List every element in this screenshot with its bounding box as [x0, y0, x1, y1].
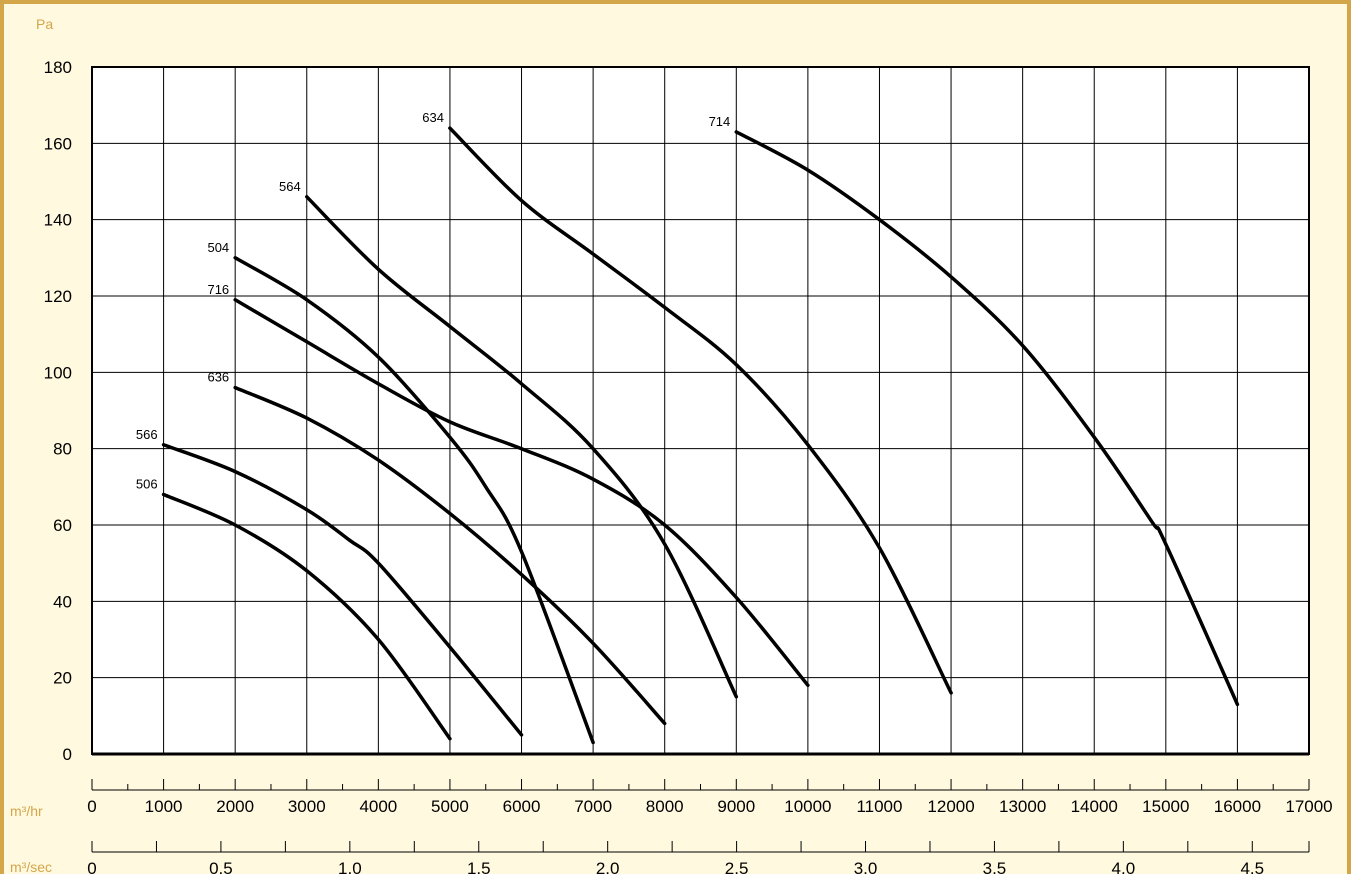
x-tick-label-m3sec: 2.0 [596, 859, 620, 874]
y-axis-label: Pa [36, 16, 53, 32]
x-tick-label-m3hr: 4000 [359, 797, 397, 816]
series-label-506: 506 [136, 476, 158, 491]
series-line-504 [233, 256, 595, 745]
series-label-716: 716 [207, 282, 229, 297]
x-tick-label-m3sec: 1.5 [467, 859, 491, 874]
x-tick-label-m3hr: 5000 [431, 797, 469, 816]
x-tick-label-m3hr: 16000 [1214, 797, 1261, 816]
x-tick-label-m3hr: 8000 [646, 797, 684, 816]
x-tick-label-m3hr: 9000 [717, 797, 755, 816]
x-tick-label-m3sec: 0 [87, 859, 96, 874]
series-label-504: 504 [207, 240, 229, 255]
x-tick-label-m3hr: 15000 [1142, 797, 1189, 816]
x-tick-label-m3hr: 10000 [784, 797, 831, 816]
y-tick-label: 100 [44, 363, 72, 382]
plot-area [91, 66, 1310, 755]
series-line-564 [305, 195, 739, 699]
x-axis-m3sec: 0 0.5 1.0 1.5 2.0 2.5 3.0 3.5 4.0 4.5 [87, 841, 1310, 874]
series-labels: 506 566 636 716 504 564 634 714 [136, 110, 730, 491]
y-tick-label: 160 [44, 134, 72, 153]
x-tick-label-m3hr: 7000 [574, 797, 612, 816]
series-label-636: 636 [207, 370, 229, 385]
series-label-564: 564 [279, 179, 301, 194]
x-tick-label-m3sec: 3.0 [854, 859, 878, 874]
y-tick-label: 60 [53, 516, 72, 535]
series-line-566 [161, 443, 524, 737]
x-tick-label-m3sec: 3.5 [983, 859, 1007, 874]
x-axis-unit-m3sec: m³/sec [10, 859, 52, 874]
series-label-634: 634 [422, 110, 444, 125]
y-tick-label: 180 [44, 58, 72, 77]
series-label-714: 714 [709, 114, 731, 129]
y-tick-label: 40 [53, 592, 72, 611]
series-line-714 [734, 130, 1240, 707]
grid [91, 66, 1310, 756]
x-tick-label-m3sec: 4.5 [1240, 859, 1264, 874]
x-tick-label-m3hr: 1000 [145, 797, 183, 816]
x-tick-label-m3hr: 17000 [1285, 797, 1332, 816]
y-tick-label: 80 [53, 440, 72, 459]
y-tick-label: 140 [44, 211, 72, 230]
x-axis-m3hr: 0 1000 2000 3000 4000 5000 6000 7000 8000 9000 100… [87, 779, 1333, 816]
x-tick-label-m3hr: 3000 [288, 797, 326, 816]
x-tick-label-m3sec: 0.5 [209, 859, 233, 874]
x-tick-label-m3hr: 11000 [856, 797, 902, 816]
y-tick-label: 0 [63, 745, 72, 764]
series-label-566: 566 [136, 427, 158, 442]
series-lines [161, 126, 1240, 745]
x-tick-label-m3hr: 12000 [927, 797, 974, 816]
x-axis-unit-m3hr: m³/hr [10, 803, 43, 819]
x-tick-label-m3hr: 13000 [999, 797, 1046, 816]
series-line-636 [233, 385, 667, 726]
series-line-506 [161, 492, 452, 741]
series-line-634 [448, 126, 953, 695]
y-tick-label: 120 [44, 287, 72, 306]
x-tick-label-m3hr: 2000 [216, 797, 254, 816]
y-tick-labels: 0 20 40 60 80 100 120 140 160 180 [44, 58, 72, 764]
x-tick-label-m3sec: 4.0 [1112, 859, 1136, 874]
x-tick-label-m3hr: 0 [87, 797, 96, 816]
x-tick-label-m3sec: 1.0 [338, 859, 362, 874]
series-line-716 [233, 298, 810, 688]
x-tick-label-m3hr: 14000 [1071, 797, 1118, 816]
x-tick-label-m3sec: 2.5 [725, 859, 749, 874]
x-tick-label-m3hr: 6000 [503, 797, 541, 816]
y-tick-label: 20 [53, 669, 72, 688]
